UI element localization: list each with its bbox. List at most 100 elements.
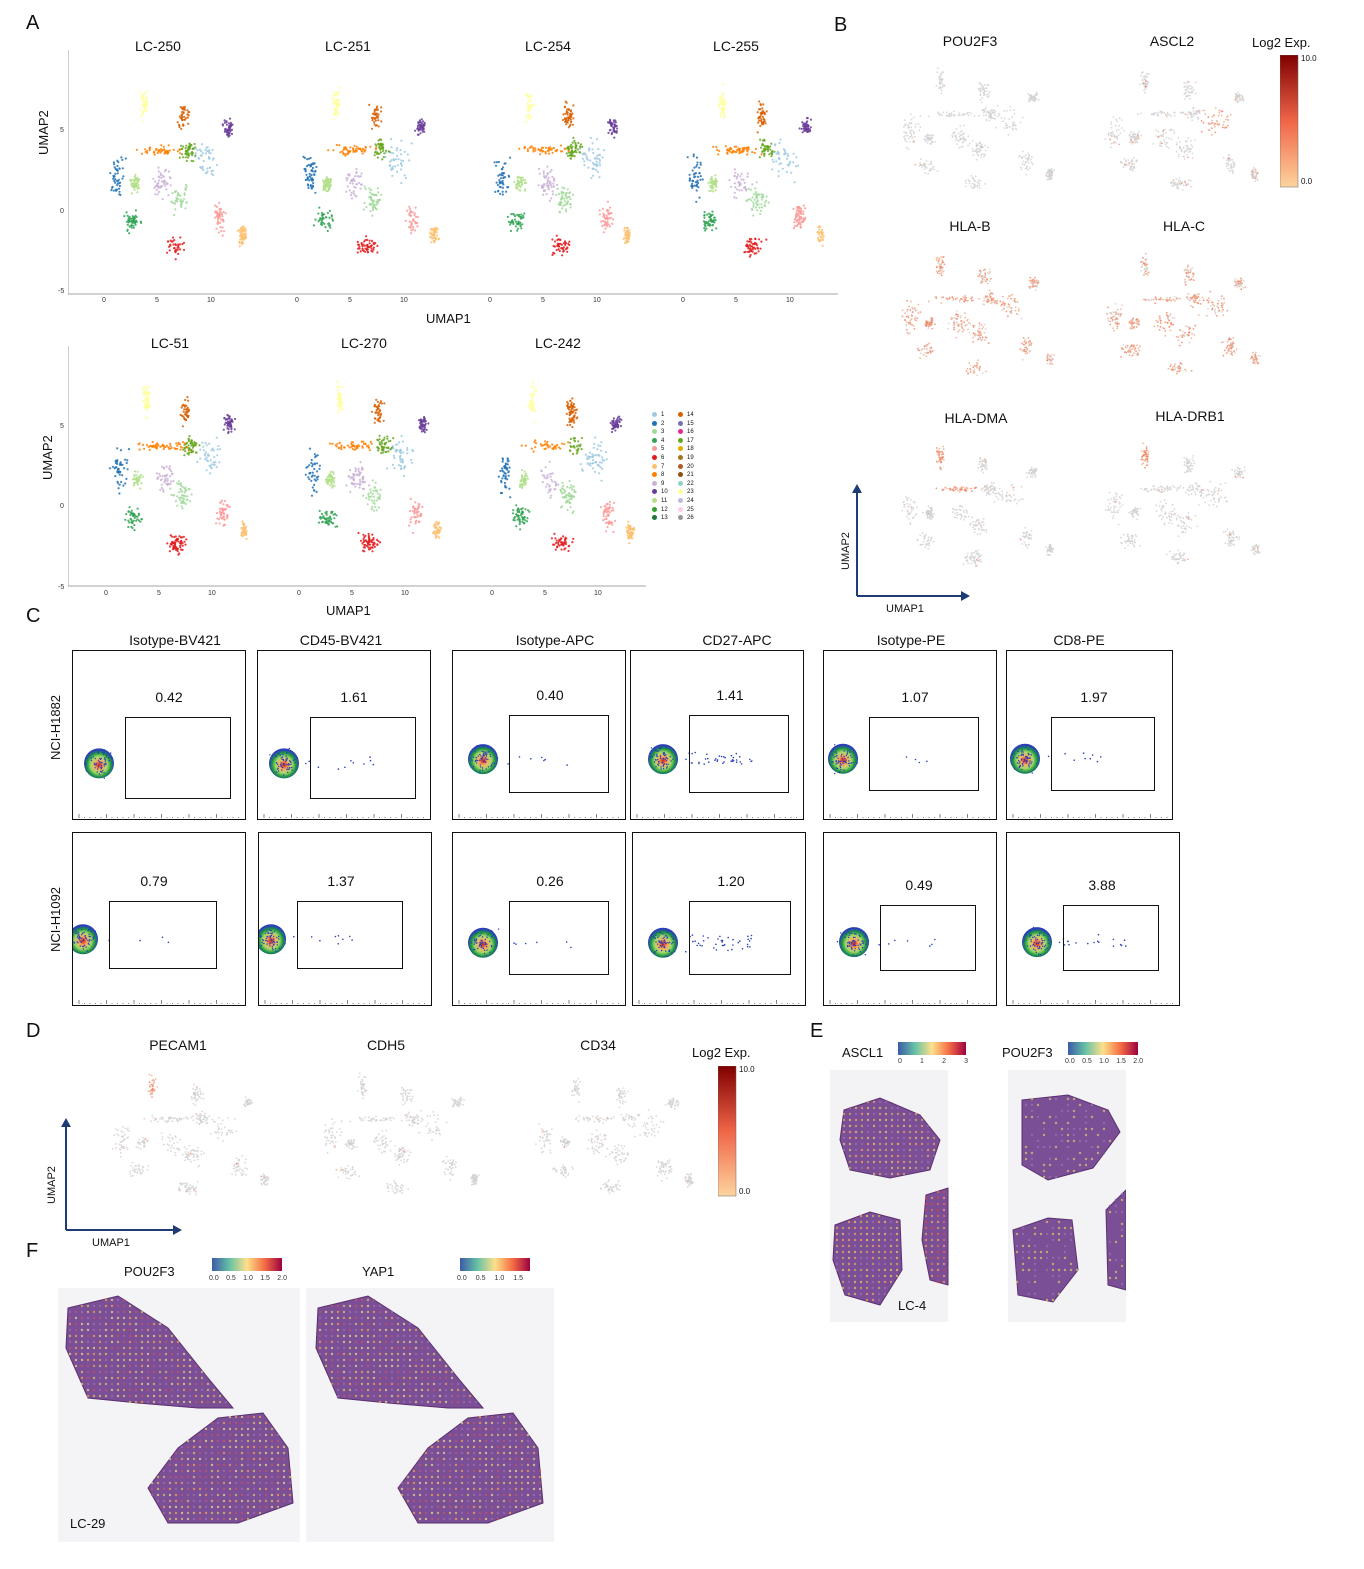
umap-cell-dot (133, 478, 136, 481)
umap-cell-dot (526, 477, 529, 480)
umap-cell-dot (698, 166, 701, 169)
umap-cell-dot (371, 214, 374, 217)
umap-cell-dot (429, 232, 432, 235)
umap-cell-dot (686, 156, 689, 159)
umap-cell-dot (364, 539, 367, 542)
umap-cell-dot (136, 515, 139, 518)
umap-cell-dot (628, 229, 631, 232)
umap-cell-dot (209, 459, 212, 462)
umap-cell-dot (797, 221, 801, 224)
umap-cell-dot (142, 101, 145, 104)
umap-cell-dot (542, 170, 545, 173)
umap-cell-dot (127, 510, 130, 513)
umap-cell-dot (595, 461, 598, 464)
umap-cell-dot (414, 520, 417, 523)
umap-cell-dot (369, 547, 372, 551)
umap-cell-dot (118, 187, 121, 190)
umap-cell-dot (928, 169, 931, 172)
umap-cell-dot (185, 538, 188, 541)
umap-cell-dot (180, 505, 183, 508)
umap-cell-dot (361, 487, 364, 491)
umap-cell-dot (530, 447, 533, 450)
umap-cell-dot (910, 135, 913, 137)
umap-cell-dot (181, 110, 184, 114)
umap-cell-dot (563, 200, 566, 203)
umap-cell-dot (554, 537, 557, 540)
umap-cell-dot (180, 127, 183, 130)
umap-cell-dot (527, 114, 530, 117)
umap-cell-dot (170, 480, 173, 483)
umap-cell-dot (312, 181, 315, 185)
umap-cell-dot (819, 235, 822, 238)
umap-cell-dot (136, 185, 139, 189)
umap-cell-dot (552, 185, 555, 188)
umap-cell-dot (377, 414, 380, 417)
umap-cell-dot (560, 198, 563, 201)
umap-cell-dot (593, 470, 597, 473)
umap-cell-dot (133, 473, 136, 476)
umap-cell-dot (570, 404, 573, 407)
umap-cell-dot (140, 93, 144, 96)
umap-cell-dot (116, 447, 119, 450)
umap-cell-dot (432, 530, 436, 533)
umap-cell-dot (157, 182, 160, 185)
umap-cell-dot (183, 454, 186, 457)
panel-a-ylabel-row1: UMAP2 (36, 110, 51, 155)
umap-cell-dot (752, 205, 755, 208)
umap-cell-dot (359, 539, 363, 542)
umap-cell-dot (167, 144, 170, 147)
umap-cell-dot (184, 156, 187, 159)
umap-cell-dot (616, 418, 619, 421)
umap-cell-dot (169, 534, 172, 537)
umap-cell-dot (565, 191, 568, 194)
umap-cell-dot (695, 156, 699, 159)
umap-cell-dot (331, 485, 334, 488)
umap-cell-dot (371, 206, 374, 210)
umap-cell-dot (938, 114, 941, 117)
umap-cell-dot (382, 156, 385, 159)
umap-cell-dot (416, 507, 420, 510)
umap-cell-dot (402, 451, 405, 454)
umap-cell-dot (376, 489, 379, 492)
umap-cell-dot (204, 171, 208, 174)
umap-cell-dot (389, 439, 392, 442)
umap-cell-dot (406, 448, 409, 452)
umap-cell-dot (219, 208, 222, 211)
umap-cell-dot (363, 201, 366, 205)
umap-cell-dot (181, 118, 184, 121)
umap-cell-dot (942, 111, 945, 114)
umap-cell-dot (553, 177, 556, 180)
umap-cell-dot (421, 122, 424, 125)
umap-cell-dot (354, 148, 358, 151)
umap-cell-dot (306, 158, 309, 161)
umap-cell-dot (152, 445, 155, 448)
umap-cell-dot (567, 492, 571, 495)
umap-cell-dot (609, 128, 612, 131)
umap-cell-dot (709, 213, 712, 216)
umap-cell-dot (381, 147, 385, 150)
umap-cell-dot (503, 472, 506, 475)
umap-cell-dot (392, 437, 395, 440)
umap-cell-dot (795, 216, 798, 219)
umap-cell-dot (607, 131, 610, 134)
umap-cell-dot (389, 160, 392, 163)
umap-cell-dot (746, 175, 749, 178)
umap-cell-dot (569, 501, 572, 504)
umap-cell-dot (598, 454, 601, 457)
umap-cell-dot (416, 126, 419, 129)
umap-cell-dot (218, 448, 222, 451)
umap-cell-dot (422, 124, 425, 127)
umap-cell-dot (222, 524, 225, 527)
umap-cell-dot (184, 207, 187, 210)
umap-cell-dot (611, 123, 614, 126)
umap-cell-dot (531, 104, 534, 107)
umap-cell-dot (188, 142, 191, 145)
umap-cell-dot (185, 498, 188, 501)
umap-cell-dot (127, 525, 130, 529)
umap-cell-dot (777, 151, 780, 154)
umap-cell-dot (352, 148, 355, 151)
umap-cell-dot (786, 157, 789, 160)
umap-cell-dot (502, 176, 505, 180)
umap-cell-dot (628, 542, 631, 545)
umap-cell-dot (707, 182, 710, 185)
